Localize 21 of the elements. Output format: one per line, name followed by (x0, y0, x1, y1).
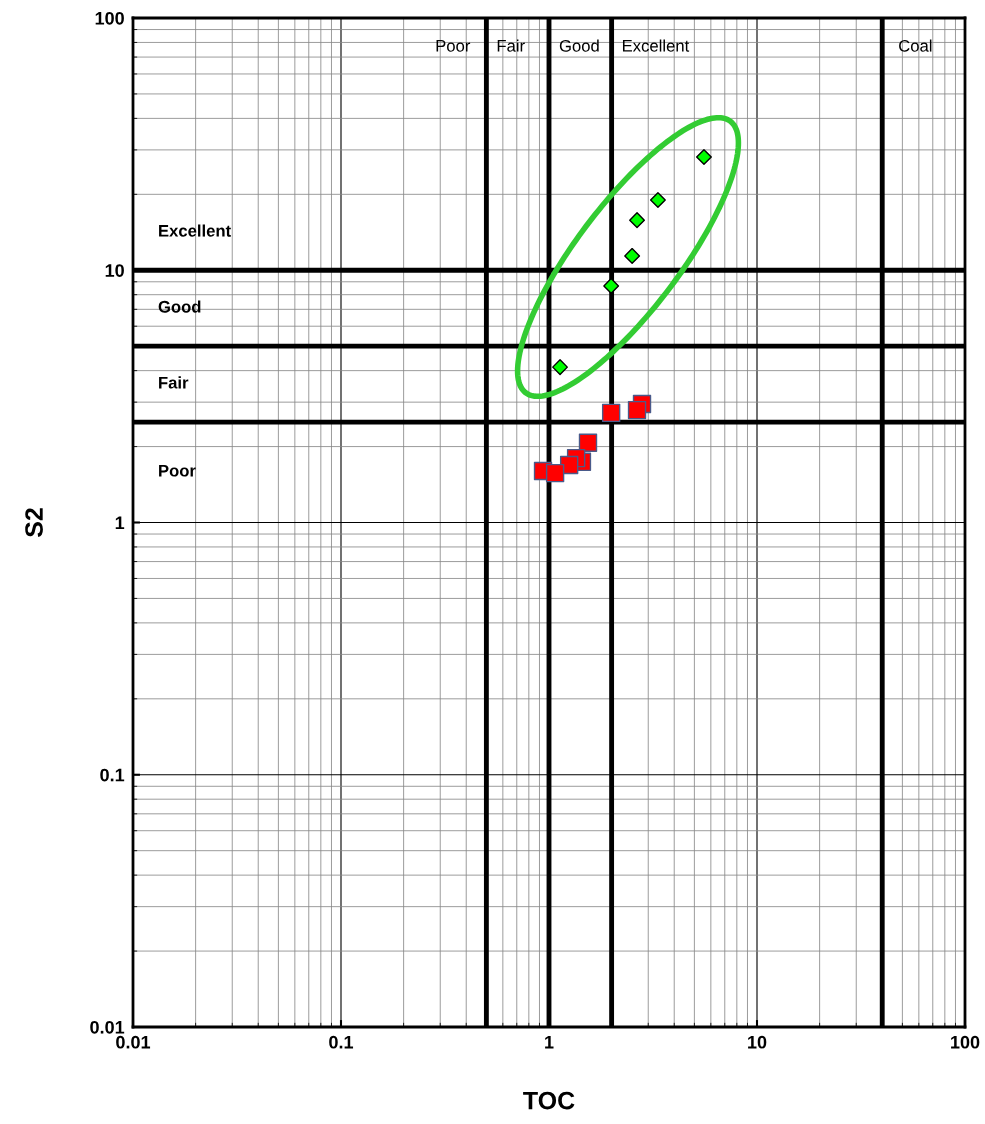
annotation: Poor (159, 464, 196, 477)
y-tick-label: 1 (115, 516, 125, 530)
x-tick-label: 10 (748, 1035, 767, 1049)
y-axis-title: S2 (25, 508, 43, 538)
x-axis-title: TOC (523, 1091, 575, 1110)
y-tick-label: 0.1 (100, 768, 125, 782)
y-tick-label: 100 (95, 11, 124, 25)
x-tick-label: 1 (545, 1036, 554, 1049)
y-tick-label: 10 (105, 264, 124, 277)
annotation: Excellent (159, 224, 231, 237)
y-tick-label: 0.01 (90, 1020, 125, 1034)
x-tick-label: 0.1 (329, 1035, 354, 1049)
annotation: Coal (899, 39, 932, 52)
annotation: Good (158, 300, 201, 313)
annotation: Fair (497, 39, 525, 52)
x-tick-label: 100 (951, 1035, 980, 1049)
annotation: Good (559, 39, 599, 52)
annotation: Fair (159, 376, 189, 389)
annotation: Excellent (622, 39, 690, 52)
x-tick-label: 0.01 (116, 1035, 151, 1049)
annotation: Poor (436, 40, 471, 52)
